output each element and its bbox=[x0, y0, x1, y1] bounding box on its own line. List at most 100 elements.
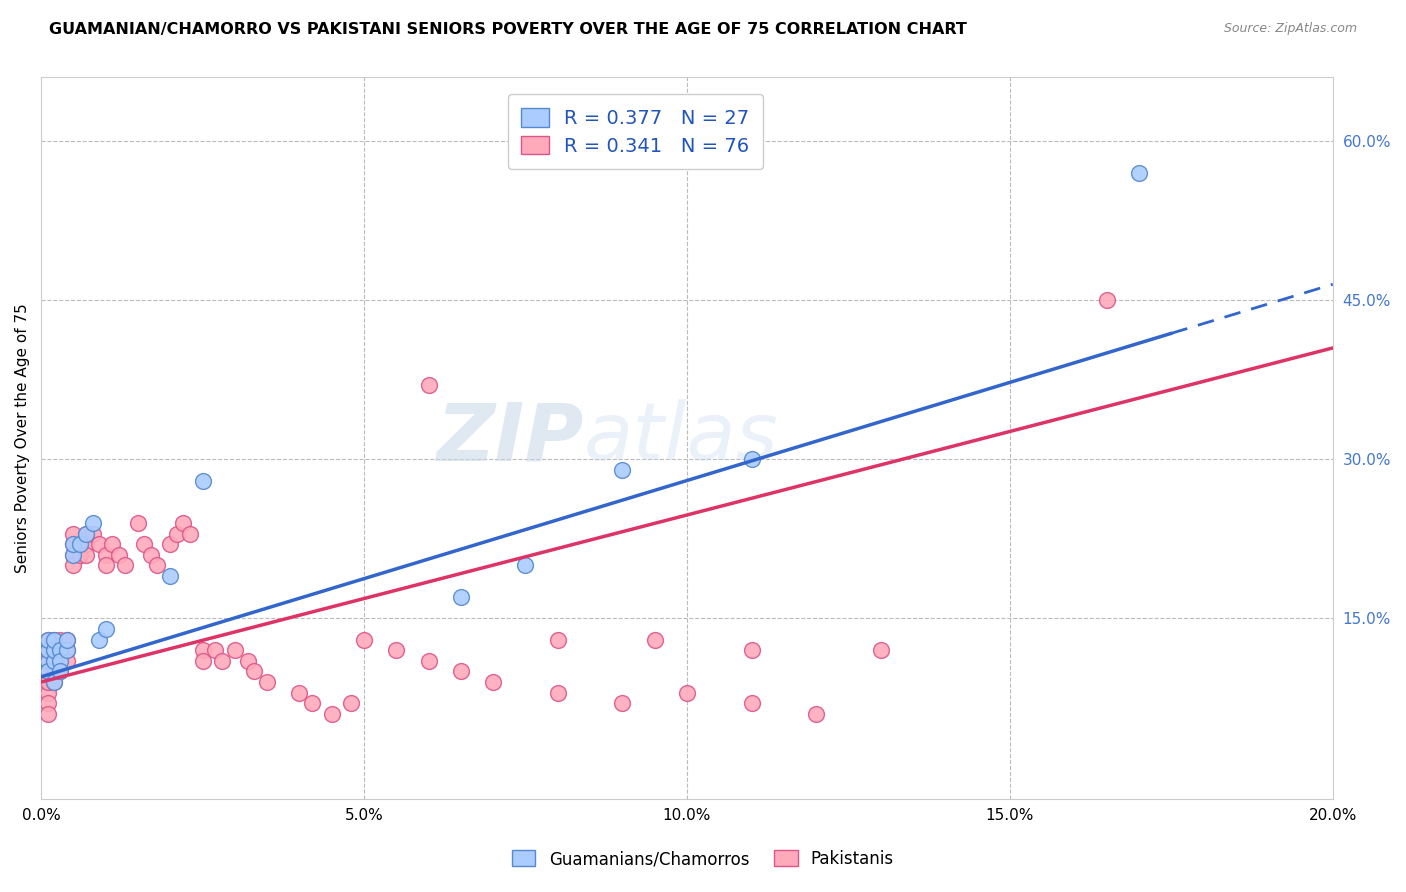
Point bbox=[94, 622, 117, 636]
Point bbox=[869, 643, 891, 657]
Point bbox=[114, 558, 136, 573]
Point bbox=[56, 632, 79, 647]
Point bbox=[82, 526, 104, 541]
Point bbox=[288, 686, 311, 700]
Legend: R = 0.377   N = 27, R = 0.341   N = 76: R = 0.377 N = 27, R = 0.341 N = 76 bbox=[508, 95, 763, 169]
Point bbox=[49, 643, 72, 657]
Point bbox=[211, 654, 233, 668]
Point bbox=[37, 686, 59, 700]
Point bbox=[56, 654, 79, 668]
Point bbox=[243, 665, 266, 679]
Point bbox=[37, 643, 59, 657]
Point bbox=[166, 526, 188, 541]
Point bbox=[159, 537, 181, 551]
Point bbox=[42, 654, 65, 668]
Point bbox=[127, 516, 149, 530]
Point bbox=[1128, 166, 1150, 180]
Point bbox=[547, 686, 569, 700]
Point bbox=[37, 665, 59, 679]
Point bbox=[804, 706, 827, 721]
Point bbox=[191, 654, 214, 668]
Point bbox=[62, 537, 84, 551]
Point bbox=[37, 675, 59, 690]
Point bbox=[37, 654, 59, 668]
Point bbox=[37, 706, 59, 721]
Point bbox=[42, 643, 65, 657]
Point bbox=[49, 632, 72, 647]
Point bbox=[321, 706, 343, 721]
Text: atlas: atlas bbox=[583, 399, 779, 477]
Point bbox=[37, 643, 59, 657]
Point bbox=[56, 643, 79, 657]
Point bbox=[741, 643, 763, 657]
Point bbox=[37, 643, 59, 657]
Point bbox=[89, 632, 111, 647]
Point bbox=[179, 526, 201, 541]
Point bbox=[42, 675, 65, 690]
Point bbox=[191, 643, 214, 657]
Point bbox=[340, 696, 363, 710]
Point bbox=[75, 537, 97, 551]
Point bbox=[42, 675, 65, 690]
Point bbox=[139, 548, 162, 562]
Point bbox=[37, 675, 59, 690]
Point bbox=[450, 591, 472, 605]
Point bbox=[62, 537, 84, 551]
Point bbox=[134, 537, 156, 551]
Point bbox=[204, 643, 226, 657]
Y-axis label: Seniors Poverty Over the Age of 75: Seniors Poverty Over the Age of 75 bbox=[15, 303, 30, 573]
Point bbox=[62, 558, 84, 573]
Point bbox=[515, 558, 537, 573]
Point bbox=[1095, 293, 1118, 308]
Point bbox=[75, 526, 97, 541]
Legend: Guamanians/Chamorros, Pakistanis: Guamanians/Chamorros, Pakistanis bbox=[505, 844, 901, 875]
Point bbox=[191, 474, 214, 488]
Point bbox=[42, 643, 65, 657]
Point bbox=[37, 632, 59, 647]
Point bbox=[94, 548, 117, 562]
Point bbox=[49, 654, 72, 668]
Point bbox=[612, 463, 634, 477]
Point bbox=[56, 643, 79, 657]
Point bbox=[644, 632, 666, 647]
Point bbox=[741, 452, 763, 467]
Point bbox=[75, 548, 97, 562]
Point bbox=[224, 643, 246, 657]
Point bbox=[353, 632, 375, 647]
Point bbox=[547, 632, 569, 647]
Point bbox=[62, 548, 84, 562]
Point bbox=[418, 378, 440, 392]
Point bbox=[49, 665, 72, 679]
Point bbox=[89, 537, 111, 551]
Point bbox=[418, 654, 440, 668]
Point bbox=[62, 548, 84, 562]
Point bbox=[82, 516, 104, 530]
Point bbox=[49, 654, 72, 668]
Point bbox=[49, 665, 72, 679]
Point bbox=[42, 654, 65, 668]
Point bbox=[75, 526, 97, 541]
Point bbox=[49, 643, 72, 657]
Point bbox=[482, 675, 505, 690]
Point bbox=[385, 643, 408, 657]
Text: GUAMANIAN/CHAMORRO VS PAKISTANI SENIORS POVERTY OVER THE AGE OF 75 CORRELATION C: GUAMANIAN/CHAMORRO VS PAKISTANI SENIORS … bbox=[49, 22, 967, 37]
Point bbox=[146, 558, 169, 573]
Point bbox=[101, 537, 124, 551]
Point bbox=[236, 654, 259, 668]
Point bbox=[69, 537, 91, 551]
Text: Source: ZipAtlas.com: Source: ZipAtlas.com bbox=[1223, 22, 1357, 36]
Point bbox=[612, 696, 634, 710]
Point bbox=[42, 665, 65, 679]
Point bbox=[37, 696, 59, 710]
Point bbox=[256, 675, 278, 690]
Point bbox=[37, 632, 59, 647]
Text: ZIP: ZIP bbox=[436, 399, 583, 477]
Point bbox=[69, 548, 91, 562]
Point bbox=[37, 665, 59, 679]
Point bbox=[107, 548, 129, 562]
Point bbox=[741, 696, 763, 710]
Point bbox=[301, 696, 323, 710]
Point bbox=[42, 632, 65, 647]
Point bbox=[56, 632, 79, 647]
Point bbox=[37, 654, 59, 668]
